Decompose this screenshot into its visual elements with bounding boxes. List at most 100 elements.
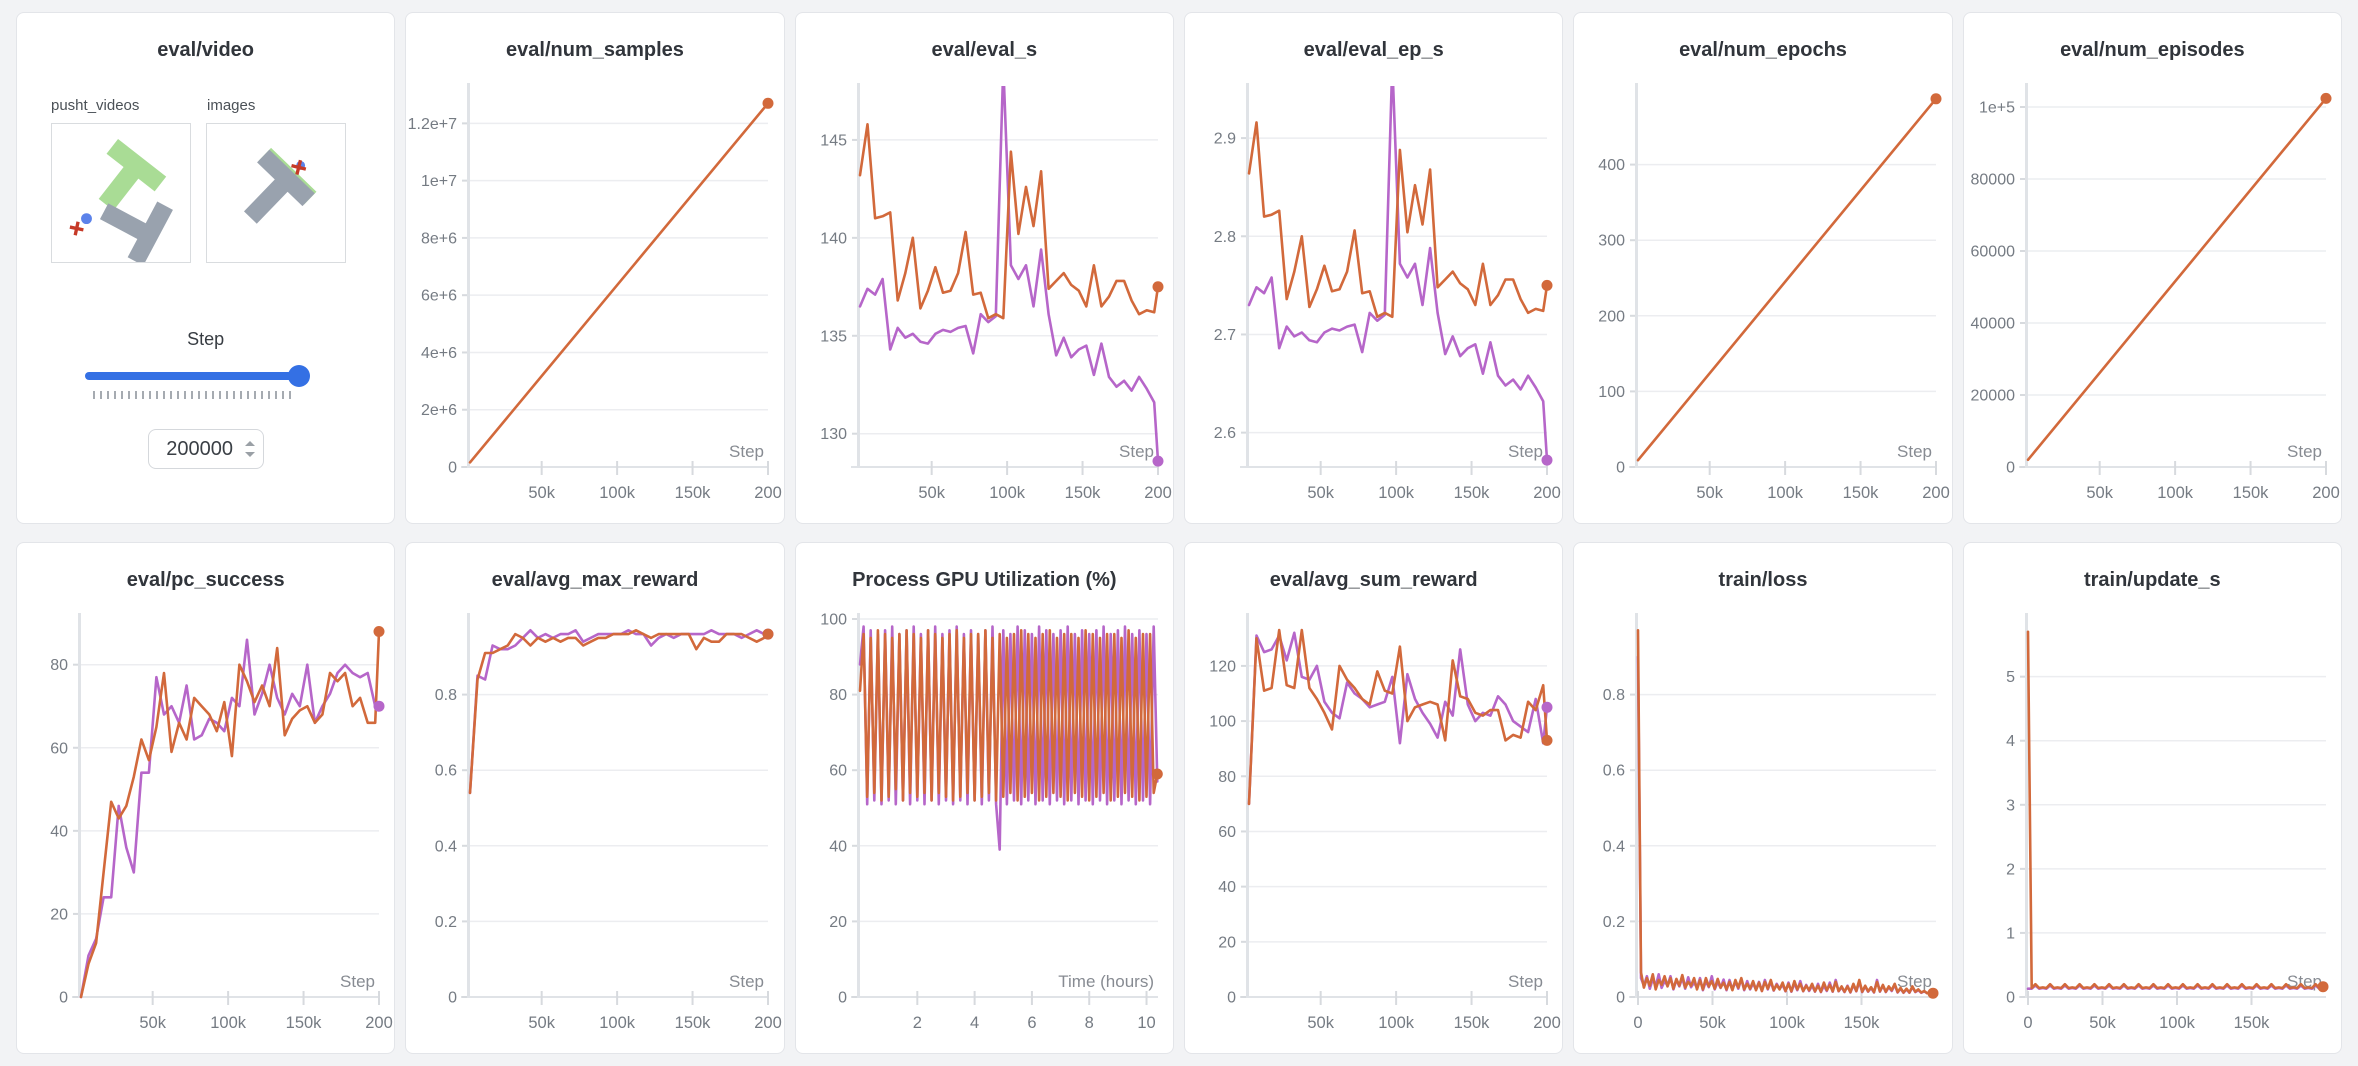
chart-plot-area[interactable]: 0 2e+6 4e+6 6e+6 8e+6 1e+7 1.2e+7 50k 100k 150k 20… [406,75,783,523]
svg-text:150k: 150k [1844,1014,1881,1032]
svg-text:100k: 100k [1378,1014,1415,1032]
svg-text:50k: 50k [1307,1014,1334,1032]
svg-text:0: 0 [1634,1014,1643,1032]
step-slider-track[interactable] [85,372,299,380]
gray-t-shape [99,201,173,262]
svg-text:80000: 80000 [1970,172,2015,189]
svg-text:20: 20 [829,914,847,931]
svg-text:60000: 60000 [1970,244,2015,261]
chart-plot-area[interactable]: 0 1 2 3 4 5 0 50k 100k 150k Step [1964,605,2341,1053]
svg-text:150k: 150k [675,484,712,502]
svg-text:150k: 150k [1064,484,1101,502]
step-slider-thumb[interactable] [288,365,310,387]
svg-text:150k: 150k [2232,484,2269,502]
svg-text:100k: 100k [600,484,637,502]
panel-eval-avg-max-reward: eval/avg_max_reward 0 0.2 0.4 0.6 0.8 50k 100k… [405,542,785,1054]
svg-text:1e+5: 1e+5 [1979,100,2015,117]
svg-text:50k: 50k [2086,484,2113,502]
svg-text:200: 200 [1533,484,1561,502]
svg-text:4: 4 [970,1014,979,1032]
chart-plot-area[interactable]: 0 20000 40000 60000 80000 1e+5 50k 100k 150k 200 S… [1964,75,2341,523]
media-key-label: images [207,97,256,114]
chart-plot-area[interactable]: 0 20 40 60 80 100 2 4 6 8 10 Time (hours) [796,605,1173,1053]
svg-text:0.8: 0.8 [435,687,457,704]
svg-text:Step: Step [729,442,764,461]
chart-title: eval/num_samples [506,39,684,61]
svg-text:0.6: 0.6 [1603,763,1625,780]
svg-text:20: 20 [50,906,68,923]
svg-text:145: 145 [820,132,847,149]
svg-text:80: 80 [1218,769,1236,786]
chart-plot-area[interactable]: 0 0.2 0.4 0.6 0.8 50k 100k 150k 200 Step [406,605,783,1053]
svg-text:2.7: 2.7 [1214,327,1236,344]
svg-text:Step: Step [340,972,375,991]
svg-text:6: 6 [1027,1014,1036,1032]
chart-plot-area[interactable]: 0 0.2 0.4 0.6 0.8 0 50k 100k 150k Step [1574,605,1951,1053]
svg-text:0: 0 [448,990,457,1007]
svg-text:100k: 100k [1769,1014,1806,1032]
svg-text:2: 2 [2006,861,2015,878]
svg-text:100k: 100k [2159,1014,2196,1032]
svg-text:100k: 100k [210,1014,247,1032]
svg-text:60: 60 [1218,824,1236,841]
chart-title: eval/avg_sum_reward [1269,569,1478,591]
svg-text:100k: 100k [989,484,1026,502]
svg-text:0: 0 [1616,460,1625,477]
svg-text:0.4: 0.4 [1603,838,1625,855]
svg-text:100k: 100k [2157,484,2194,502]
svg-text:8: 8 [1084,1014,1093,1032]
svg-text:40000: 40000 [1970,316,2015,333]
video-thumbnail-pusht[interactable] [51,123,191,263]
svg-text:20: 20 [1218,934,1236,951]
svg-text:135: 135 [820,328,847,345]
svg-text:4: 4 [2006,733,2015,750]
chart-title: train/loss [1718,569,1808,591]
svg-text:0: 0 [838,990,847,1007]
svg-text:120: 120 [1209,658,1236,675]
chart-plot-area[interactable]: 130 135 140 145 50k 100k 150k 200 Step [796,75,1173,523]
chart-title: eval/pc_success [126,569,285,591]
svg-text:150k: 150k [1454,1014,1491,1032]
step-slider[interactable] [85,365,310,387]
svg-text:2.9: 2.9 [1214,131,1236,148]
svg-text:130: 130 [820,426,847,443]
step-slider-label: Step [187,329,225,349]
svg-text:0.2: 0.2 [435,914,457,931]
svg-text:0: 0 [1616,990,1625,1007]
step-value-input[interactable] [148,430,263,468]
svg-text:10: 10 [1137,1014,1155,1032]
panel-train-loss: train/loss 0 0.2 0.4 0.6 0.8 0 50k 100k 150k Step [1573,542,1953,1054]
svg-text:0: 0 [59,990,68,1007]
panel-eval-num-epochs: eval/num_epochs 0 100 200 300 400 50k 100k 150k… [1573,12,1953,524]
stepper-up-icon[interactable] [244,441,255,446]
svg-text:2.6: 2.6 [1214,425,1236,442]
panel-train-update-s: train/update_s 0 1 2 3 4 5 0 50k 100k 150k Step [1962,542,2342,1054]
image-thumbnail[interactable] [206,123,346,263]
svg-text:200: 200 [1533,1014,1561,1032]
media-key-label: pusht_videos [51,97,140,114]
svg-text:200: 200 [2312,484,2340,502]
svg-text:200: 200 [365,1014,393,1032]
chart-plot-area[interactable]: 0 20 40 60 80 50k 100k 150k 200 Step [17,605,394,1053]
svg-text:100: 100 [1209,714,1236,731]
panel-eval-video: eval/video pusht_videos images [16,12,396,524]
svg-text:3: 3 [2006,797,2015,814]
svg-text:200: 200 [1599,308,1626,325]
chart-plot-area[interactable]: 0 20 40 60 80 100 120 50k 100k 150k 200 Step [1185,605,1562,1053]
svg-text:Step: Step [1508,442,1543,461]
chart-plot-area[interactable]: 0 100 200 300 400 50k 100k 150k 200 Step [1574,75,1951,523]
svg-text:Step: Step [1897,442,1932,461]
svg-text:40: 40 [829,838,847,855]
chart-title: Process GPU Utilization (%) [852,569,1117,591]
svg-text:1.2e+7: 1.2e+7 [408,116,457,133]
chart-title: train/update_s [2083,569,2221,591]
step-stepper[interactable] [244,439,255,459]
panel-gpu-utilization: Process GPU Utilization (%) 0 20 40 60 80 100… [794,542,1174,1054]
panel-eval-eval-ep-s: eval/eval_ep_s 2.6 2.7 2.8 2.9 50k 100k 150k 20… [1184,12,1564,524]
svg-text:Step: Step [729,972,764,991]
stepper-down-icon[interactable] [244,452,255,457]
svg-text:Step: Step [1508,972,1543,991]
chart-title: eval/num_episodes [2060,39,2245,61]
chart-plot-area[interactable]: 2.6 2.7 2.8 2.9 50k 100k 150k 200 Step [1185,75,1562,523]
